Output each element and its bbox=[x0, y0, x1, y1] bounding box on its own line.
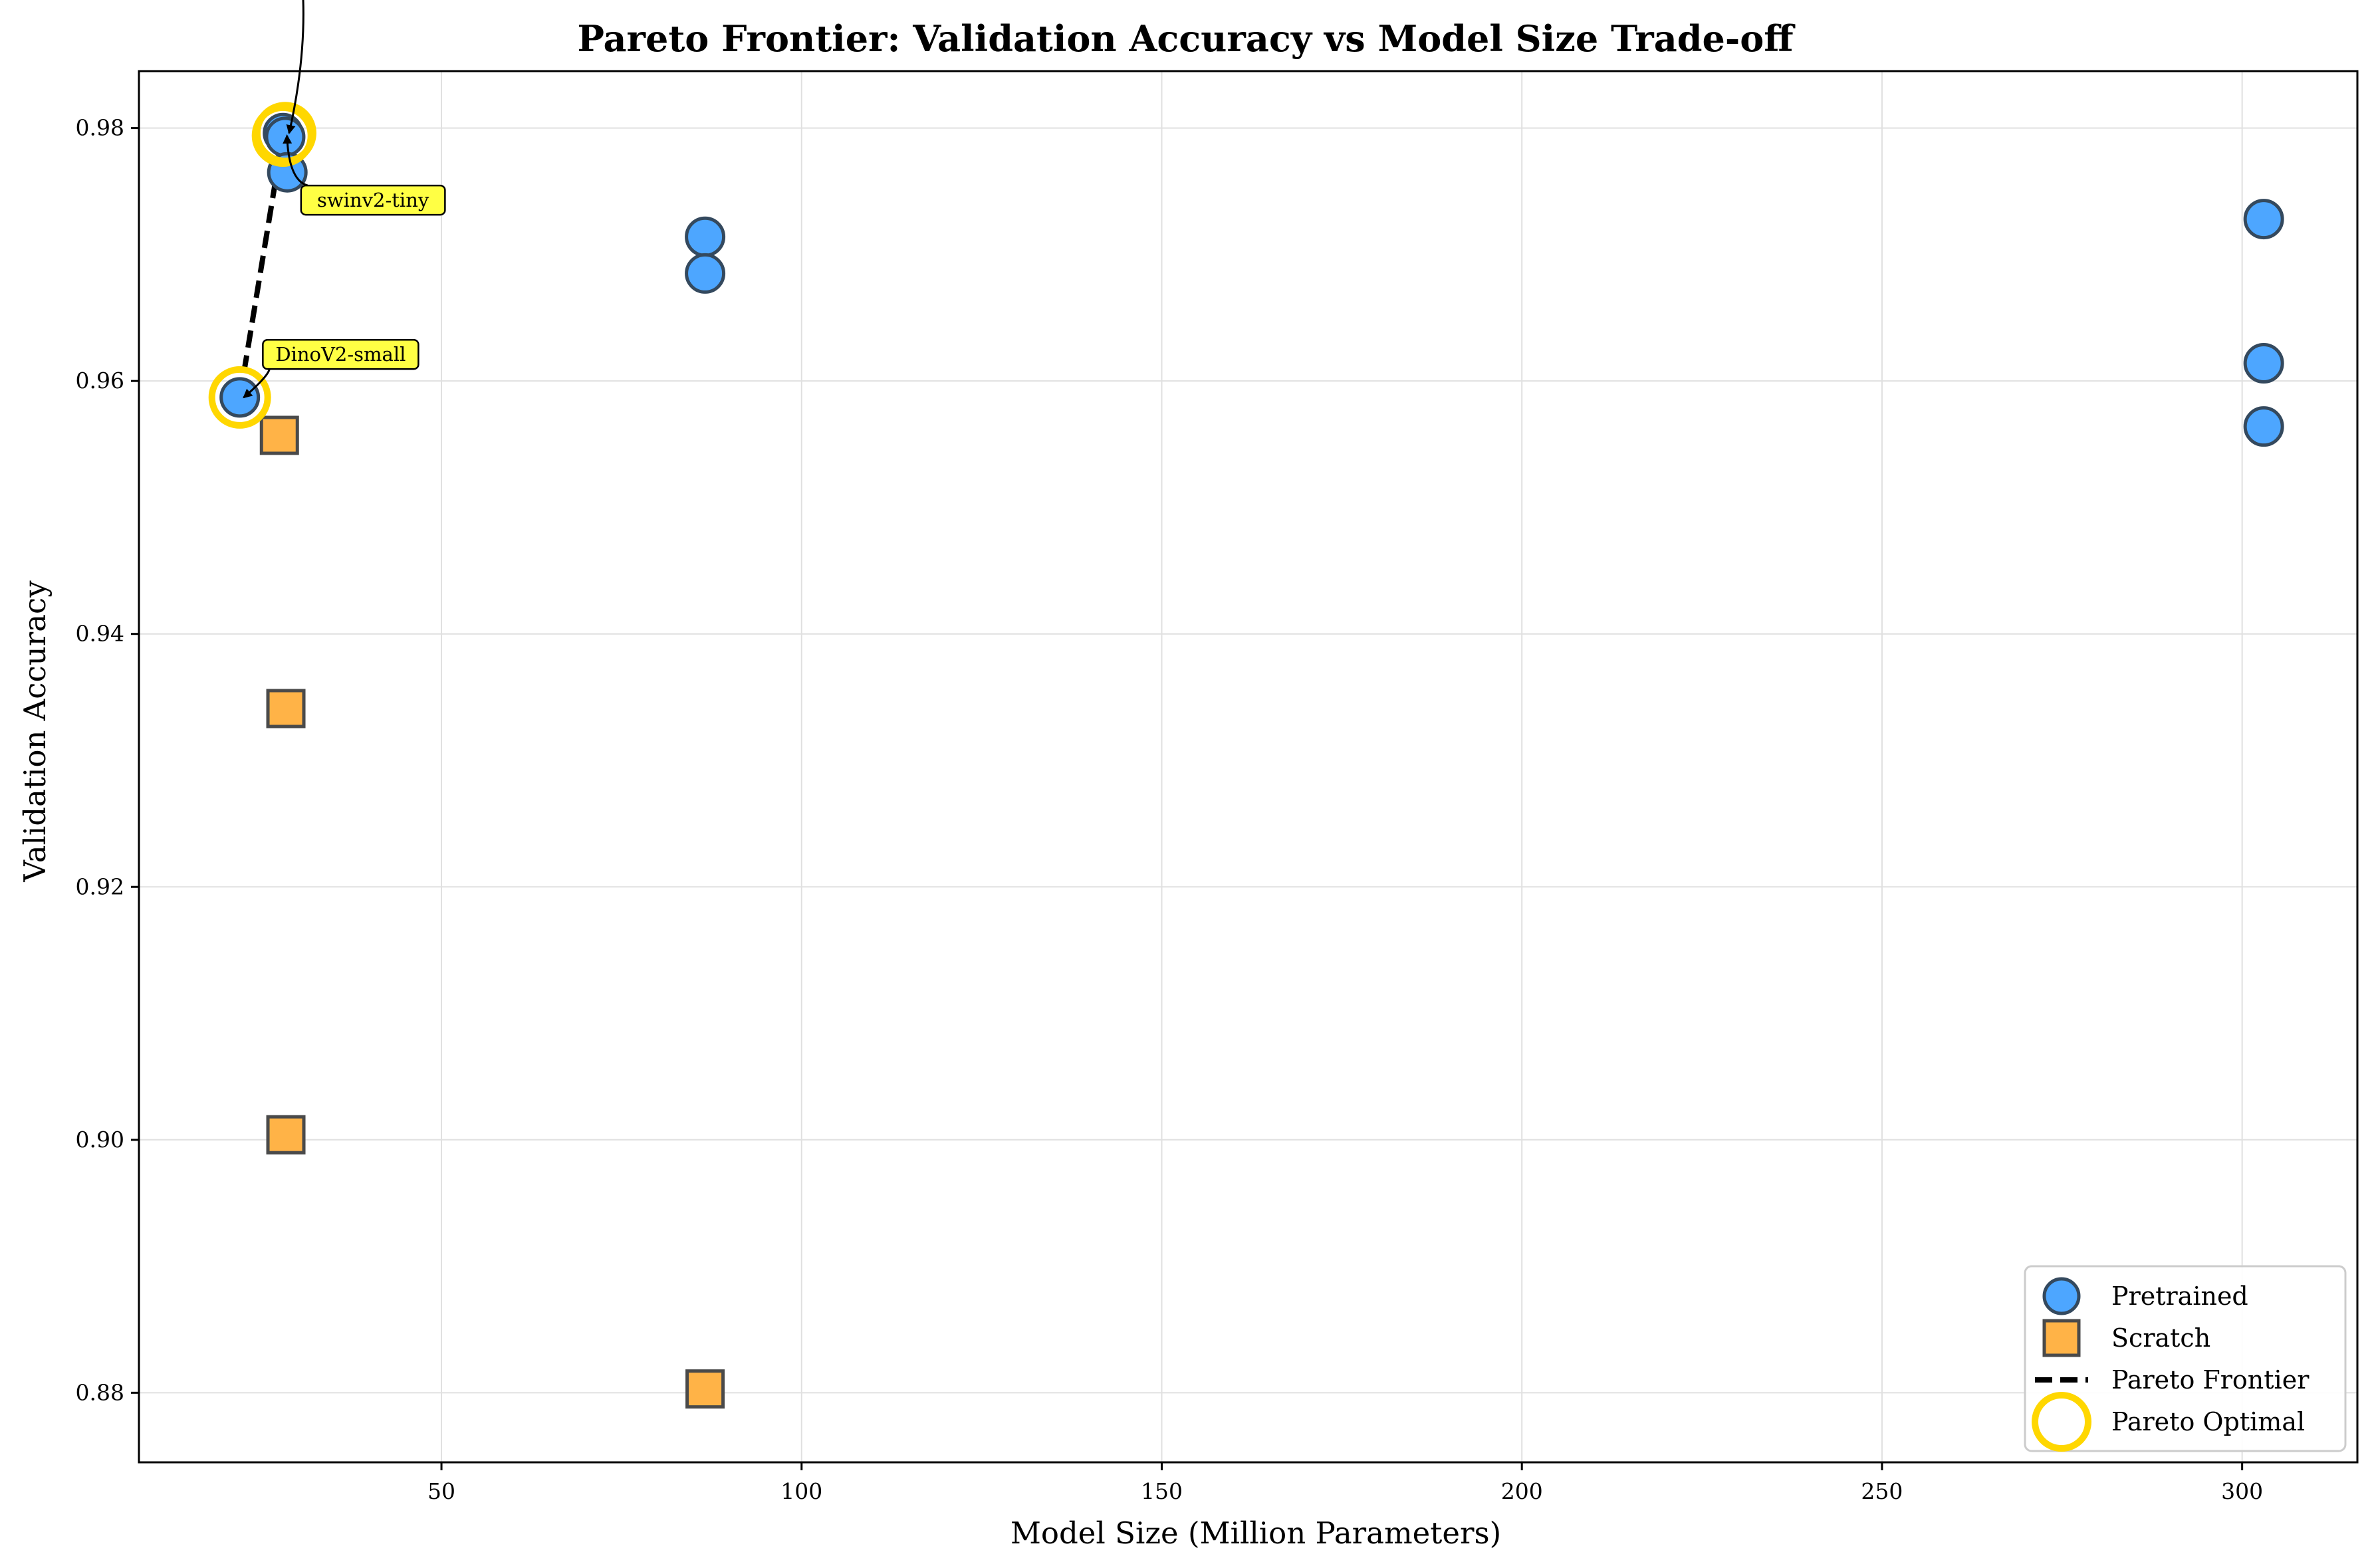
x-tick-label: 200 bbox=[1501, 1478, 1543, 1504]
grid-lines bbox=[139, 71, 2357, 1462]
y-tick-label: 0.96 bbox=[76, 368, 124, 393]
pretrained-point bbox=[2243, 343, 2284, 384]
y-axis-label: Validation Accuracy bbox=[17, 580, 53, 883]
y-tick-label: 0.90 bbox=[76, 1127, 124, 1153]
legend-label: Pareto Optimal bbox=[2111, 1407, 2305, 1436]
x-tick-label: 300 bbox=[2221, 1478, 2263, 1504]
legend-label: Scratch bbox=[2111, 1323, 2210, 1353]
pretrained-point bbox=[2243, 406, 2284, 447]
pareto-optimal-ring bbox=[253, 102, 316, 165]
x-tick-label: 250 bbox=[1861, 1478, 1903, 1504]
x-axis-label: Model Size (Million Parameters) bbox=[1010, 1515, 1501, 1551]
chart-title: Pareto Frontier: Validation Accuracy vs … bbox=[577, 17, 1796, 60]
annotation-arrow bbox=[286, 0, 304, 135]
scratch-point bbox=[266, 689, 306, 728]
legend-scratch-marker bbox=[2042, 1319, 2081, 1357]
y-tick-label: 0.94 bbox=[76, 621, 124, 647]
legend-label: Pretrained bbox=[2111, 1282, 2248, 1311]
x-tick-label: 100 bbox=[780, 1478, 822, 1504]
legend-label: Pareto Frontier bbox=[2111, 1365, 2310, 1395]
annotation-label: DinoV2-small bbox=[275, 343, 406, 366]
annotation-arrow bbox=[243, 368, 271, 399]
legend-box bbox=[2024, 1265, 2347, 1452]
plot-frame bbox=[138, 70, 2359, 1464]
scratch-point bbox=[266, 1115, 306, 1155]
annotation-arrow bbox=[283, 134, 308, 187]
scratch-point bbox=[685, 1369, 725, 1409]
axis-ticks: 50 100 150 200 250 300 0.88 0.90 0.92 0.94 0.96 0.9… bbox=[76, 115, 2264, 1504]
scratch-point bbox=[259, 415, 299, 455]
legend-pretrained-marker bbox=[2042, 1277, 2081, 1315]
annotation-label: swinv2-tiny bbox=[317, 189, 429, 211]
y-tick-label: 0.92 bbox=[76, 873, 124, 899]
legend: Pretrained Scratch Pareto Frontier Pareto O… bbox=[2024, 1265, 2347, 1452]
y-tick-label: 0.98 bbox=[76, 115, 124, 141]
y-tick-label: 0.88 bbox=[76, 1379, 124, 1405]
annotation-box bbox=[262, 338, 419, 370]
pretrained-point bbox=[685, 253, 726, 294]
pretrained-point bbox=[2243, 199, 2284, 240]
x-tick-label: 150 bbox=[1141, 1478, 1183, 1504]
pretrained-point bbox=[265, 116, 306, 158]
pareto-optimal-rings bbox=[208, 102, 316, 429]
pretrained-point bbox=[219, 377, 261, 418]
x-tick-label: 50 bbox=[427, 1478, 455, 1504]
data-points bbox=[219, 112, 2284, 1409]
legend-pareto-optimal-marker bbox=[2032, 1392, 2091, 1452]
annotation-box bbox=[300, 184, 446, 216]
pareto-optimal-ring bbox=[208, 366, 271, 429]
pretrained-point bbox=[685, 216, 726, 257]
